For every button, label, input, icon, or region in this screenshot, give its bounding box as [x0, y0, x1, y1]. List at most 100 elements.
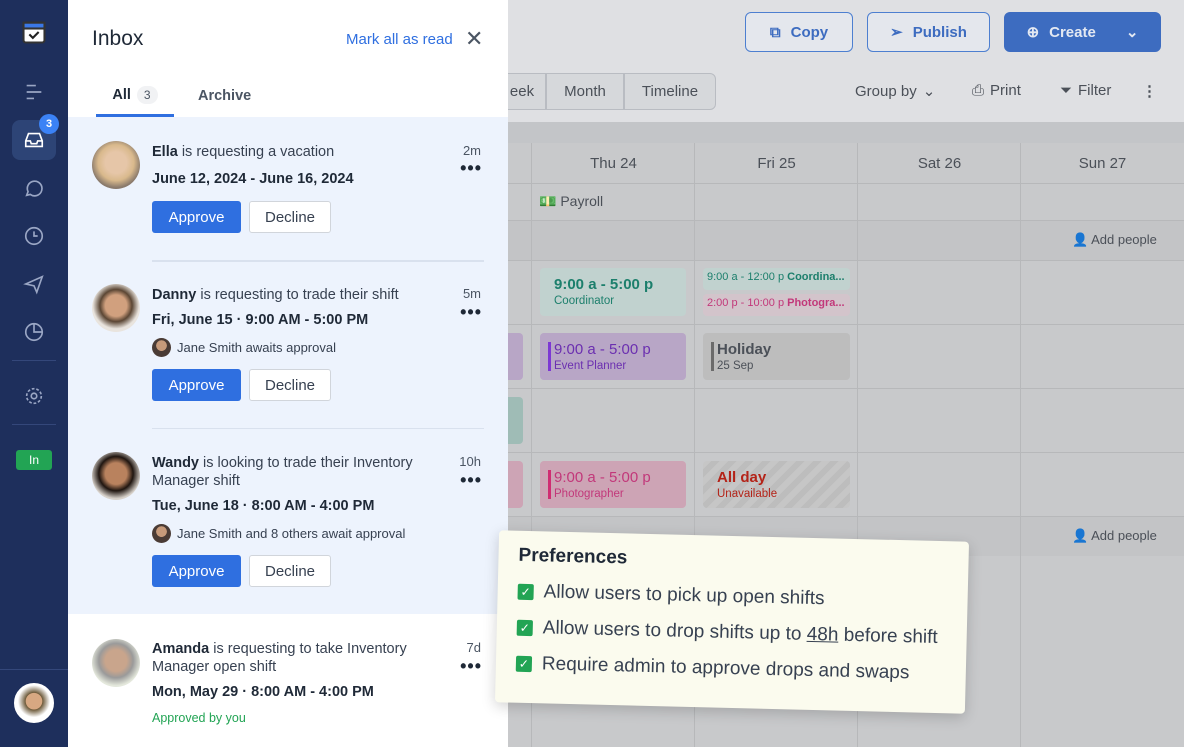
row-divider — [508, 220, 1184, 221]
drop-hours-value[interactable]: 48h — [806, 623, 839, 646]
more-options-icon[interactable]: ••• — [460, 470, 482, 490]
pref-label-pre: Allow users to drop shifts up to — [542, 617, 807, 645]
pref-label: Require admin to approve drops and swaps — [541, 653, 910, 684]
more-options-icon[interactable]: ••• — [460, 158, 482, 178]
request-time: 5m — [462, 286, 481, 301]
add-people-button[interactable]: 👤 Add people — [1072, 232, 1157, 248]
shift-card[interactable]: 2:00 p - 10:00 p Photogra... — [703, 294, 850, 316]
pref-require-approval[interactable]: ✓ Require admin to approve drops and swap… — [515, 653, 946, 685]
tab-all[interactable]: All 3 — [96, 75, 174, 117]
holiday-label: Holiday — [717, 341, 772, 358]
request-date: June 12, 2024 - June 16, 2024 — [152, 171, 354, 187]
mark-all-read-link[interactable]: Mark all as read — [346, 31, 453, 48]
shift-card[interactable]: 9:00 a - 5:00 p Event Planner — [540, 333, 686, 380]
shift-accent — [548, 470, 551, 499]
approved-status: Approved by you — [152, 711, 246, 725]
chevron-down-icon: ⌄ — [922, 83, 936, 100]
awaits-approval: Jane Smith and 8 others await approval — [152, 524, 405, 543]
shift-time: 9:00 a - 5:00 p — [554, 341, 651, 358]
shift-card[interactable]: 9:00 a - 5:00 p Coordinator — [540, 268, 686, 316]
add-people-button[interactable]: 👤 Add people — [1072, 528, 1157, 544]
approve-button[interactable]: Approve — [152, 555, 241, 587]
tab-archive[interactable]: Archive — [198, 88, 252, 104]
shift-card-partial — [508, 461, 523, 508]
more-options-icon[interactable]: ⋮ — [1142, 83, 1157, 100]
shift-role: Photogra... — [787, 297, 845, 309]
view-timeline[interactable]: Timeline — [624, 73, 716, 110]
printer-icon: ⎙ — [972, 82, 985, 99]
chat-icon[interactable] — [12, 168, 56, 208]
row-divider — [508, 452, 1184, 453]
schedule-icon[interactable] — [12, 72, 56, 112]
row-divider — [508, 388, 1184, 389]
day-header-thu: Thu 24 — [590, 155, 637, 172]
view-month[interactable]: Month — [546, 73, 624, 110]
requester-name: Ella — [152, 144, 178, 160]
clock-in-status[interactable]: In — [16, 450, 52, 470]
more-options-icon[interactable]: ••• — [460, 656, 482, 676]
approve-button[interactable]: Approve — [152, 201, 241, 233]
pie-chart-icon[interactable] — [12, 312, 56, 352]
clock-icon[interactable] — [12, 216, 56, 256]
add-user-icon: 👤 — [1072, 528, 1089, 543]
print-label: Print — [990, 82, 1021, 99]
avatar-jane — [152, 338, 171, 357]
inbox-badge: 3 — [39, 114, 59, 134]
user-avatar[interactable] — [14, 683, 54, 723]
plus-circle-icon: ⊕ — [1026, 24, 1040, 41]
decline-button[interactable]: Decline — [249, 555, 331, 587]
avatar-jane — [152, 524, 171, 543]
decline-button[interactable]: Decline — [249, 369, 331, 401]
day-header-sat: Sat 26 — [917, 155, 962, 172]
col-divider — [857, 143, 858, 747]
divider — [12, 424, 56, 425]
request-desc: is requesting to trade their shift — [196, 287, 399, 303]
filter-button[interactable]: ⏷ Filter — [1060, 82, 1111, 99]
copy-button[interactable]: ⧉ Copy — [745, 12, 853, 52]
app-logo-calendar-icon[interactable] — [12, 12, 56, 52]
unavailable-card[interactable]: All day Unavailable — [703, 461, 850, 508]
shift-time: 9:00 a - 12:00 p — [707, 271, 785, 283]
close-icon[interactable]: ✕ — [465, 26, 484, 51]
pref-label: Allow users to pick up open shifts — [543, 581, 825, 610]
group-by-dropdown[interactable]: Group by ⌄ — [855, 82, 936, 101]
approve-button[interactable]: Approve — [152, 369, 241, 401]
checkbox-checked-icon[interactable]: ✓ — [516, 619, 533, 637]
publish-button[interactable]: ➢ Publish — [867, 12, 990, 52]
shift-role: Photographer — [554, 488, 624, 500]
decline-button[interactable]: Decline — [249, 201, 331, 233]
payroll-event[interactable]: 💵 Payroll — [539, 193, 603, 210]
shift-role: Coordinator — [554, 295, 615, 307]
money-icon: 💵 — [539, 193, 557, 209]
print-button[interactable]: ⎙ Print — [972, 82, 1021, 99]
divider — [12, 360, 56, 361]
pref-drop-shifts[interactable]: ✓ Allow users to drop shifts up to 48h be… — [516, 617, 947, 649]
inbox-icon[interactable]: 3 — [12, 114, 59, 160]
avatar-wandy — [92, 452, 140, 500]
chevron-down-icon[interactable]: ⌄ — [1125, 24, 1139, 41]
calendar-spacer — [508, 122, 1184, 143]
row-divider — [508, 183, 1184, 184]
divider — [152, 428, 484, 429]
holiday-card[interactable]: Holiday 25 Sep — [703, 333, 850, 380]
preferences-card: Preferences ✓ Allow users to pick up open… — [494, 530, 970, 714]
shift-card[interactable]: 9:00 a - 12:00 p Coordina... — [703, 268, 850, 290]
pref-pick-up-shifts[interactable]: ✓ Allow users to pick up open shifts — [517, 581, 947, 613]
add-people-label: Add people — [1091, 528, 1157, 543]
request-date: Tue, June 18 · 8:00 AM - 4:00 PM — [152, 498, 375, 514]
plane-icon[interactable] — [12, 264, 56, 304]
list-item — [152, 117, 484, 261]
checkbox-checked-icon[interactable]: ✓ — [517, 583, 534, 601]
requester-name: Wandy — [152, 455, 199, 471]
gear-icon[interactable] — [12, 376, 56, 416]
request-text: Amanda is requesting to take Inventory M… — [152, 640, 432, 676]
create-button[interactable]: ⊕ Create ⌄ — [1004, 12, 1161, 52]
requester-name: Danny — [152, 287, 197, 303]
col-divider — [531, 143, 532, 747]
shift-card[interactable]: 9:00 a - 5:00 p Photographer — [540, 461, 686, 508]
request-desc: is looking to trade their Inventory Mana… — [152, 455, 413, 489]
avatar-danny — [92, 284, 140, 332]
more-options-icon[interactable]: ••• — [460, 302, 482, 322]
filter-label: Filter — [1078, 82, 1112, 99]
checkbox-checked-icon[interactable]: ✓ — [515, 655, 533, 673]
